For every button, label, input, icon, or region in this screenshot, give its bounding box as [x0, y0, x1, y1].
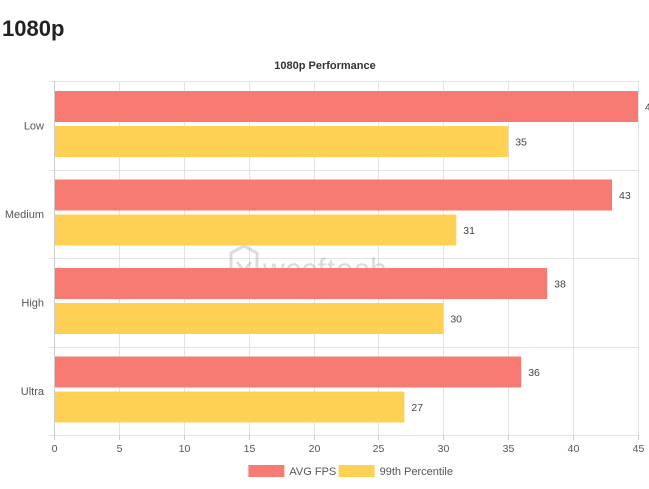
data-label: 43 [619, 190, 631, 202]
data-label: 30 [450, 314, 462, 326]
data-label: 36 [528, 367, 540, 379]
legend-swatch [338, 465, 375, 477]
data-label: 35 [515, 137, 527, 149]
x-tick-label: 30 [438, 443, 450, 455]
page-heading: 1080p [2, 16, 65, 41]
x-tick-label: 45 [633, 443, 645, 455]
bar [55, 303, 444, 334]
chart-legend: AVG FPS 99th Percentile [248, 465, 453, 478]
legend-swatch [248, 465, 285, 477]
x-tick-label: 25 [373, 443, 385, 455]
bar [55, 179, 613, 211]
x-tick-label: 5 [117, 443, 123, 455]
bar [55, 91, 638, 122]
bar [55, 356, 522, 388]
chart-bars: 45 35 43 31 38 30 36 27 [55, 91, 649, 423]
x-tick-label: 10 [179, 443, 191, 455]
bar [55, 391, 405, 423]
category-label: High [21, 297, 44, 309]
category-label: Ultra [21, 386, 45, 398]
data-label: 31 [463, 225, 475, 237]
data-label: 27 [411, 402, 423, 414]
legend-label: 99th Percentile [380, 466, 453, 478]
category-label: Low [24, 120, 44, 132]
bar [55, 268, 548, 299]
data-label: 38 [554, 279, 566, 291]
chart-axes: 0 5 10 15 20 25 30 35 40 45 Low Medium High Ultra [5, 81, 645, 455]
category-label: Medium [5, 209, 44, 221]
legend-label: AVG FPS [289, 466, 336, 478]
chart-title: 1080p Performance [274, 60, 376, 72]
x-tick-label: 0 [52, 443, 58, 455]
x-tick-label: 35 [503, 443, 515, 455]
bar [55, 214, 457, 246]
x-tick-label: 40 [568, 443, 580, 455]
bar [55, 126, 509, 157]
data-label: 45 [645, 102, 649, 114]
x-tick-label: 20 [309, 443, 321, 455]
x-tick-label: 15 [244, 443, 256, 455]
